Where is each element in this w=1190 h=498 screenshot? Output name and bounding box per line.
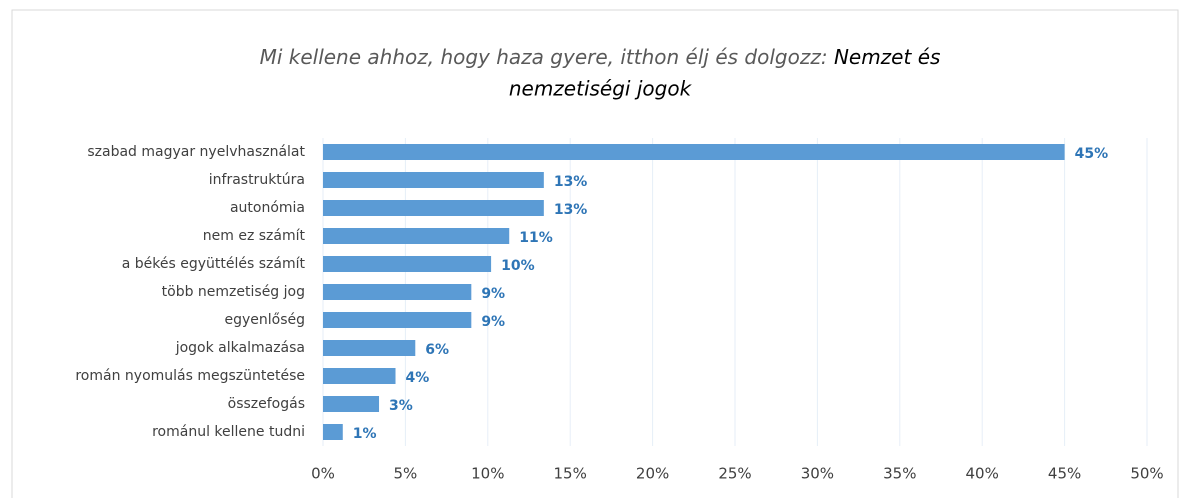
y-tick-label: szabad magyar nyelvhasználat (87, 144, 305, 160)
bar (323, 340, 416, 356)
y-tick-label: infrastruktúra (209, 172, 305, 188)
value-label: 13% (554, 202, 588, 218)
bar (323, 312, 472, 328)
x-tick-label: 15% (554, 465, 587, 483)
value-label: 9% (481, 286, 505, 302)
y-tick-label: románul kellene tudni (152, 424, 305, 440)
x-tick-label: 40% (966, 465, 999, 483)
y-tick-label: nem ez számít (203, 228, 306, 244)
title-topic: Nemzet és (834, 45, 940, 69)
value-label: 3% (389, 398, 413, 414)
y-tick-label: összefogás (228, 396, 305, 412)
chart-title-line2: nemzetiségi jogok (509, 77, 693, 101)
value-label: 4% (406, 370, 430, 386)
value-label: 13% (554, 174, 588, 190)
x-tick-label: 45% (1048, 465, 1081, 483)
x-tick-label: 10% (471, 465, 504, 483)
bar (323, 200, 544, 216)
y-tick-label: autonómia (230, 200, 305, 216)
y-tick-label: jogok alkalmazása (175, 340, 305, 356)
bar (323, 172, 544, 188)
x-tick-label: 35% (883, 465, 916, 483)
value-label: 45% (1075, 146, 1109, 162)
x-tick-label: 0% (311, 465, 335, 483)
x-tick-label: 20% (636, 465, 669, 483)
x-tick-label: 25% (718, 465, 751, 483)
y-tick-label: több nemzetiség jog (162, 284, 305, 300)
bar (323, 228, 510, 244)
value-label: 10% (501, 258, 535, 274)
bar (323, 256, 492, 272)
bar (323, 396, 380, 412)
value-label: 1% (353, 426, 377, 442)
bar (323, 144, 1065, 160)
y-tick-label: egyenlőség (224, 312, 305, 328)
y-tick-label: a békés együttélés számít (122, 256, 306, 272)
value-label: 6% (425, 342, 449, 358)
x-tick-label: 50% (1130, 465, 1163, 483)
y-tick-label: román nyomulás megszüntetése (75, 368, 305, 384)
value-label: 11% (519, 230, 553, 246)
bar (323, 368, 396, 384)
chart-frame (11, 9, 1179, 498)
x-tick-label: 30% (801, 465, 834, 483)
title-lead: Mi kellene ahhoz, hogy haza gyere, ittho… (260, 45, 828, 69)
bar (323, 424, 343, 440)
value-label: 9% (481, 314, 505, 330)
chart-title: Mi kellene ahhoz, hogy haza gyere, ittho… (260, 45, 941, 69)
x-tick-label: 5% (394, 465, 418, 483)
bar (323, 284, 472, 300)
